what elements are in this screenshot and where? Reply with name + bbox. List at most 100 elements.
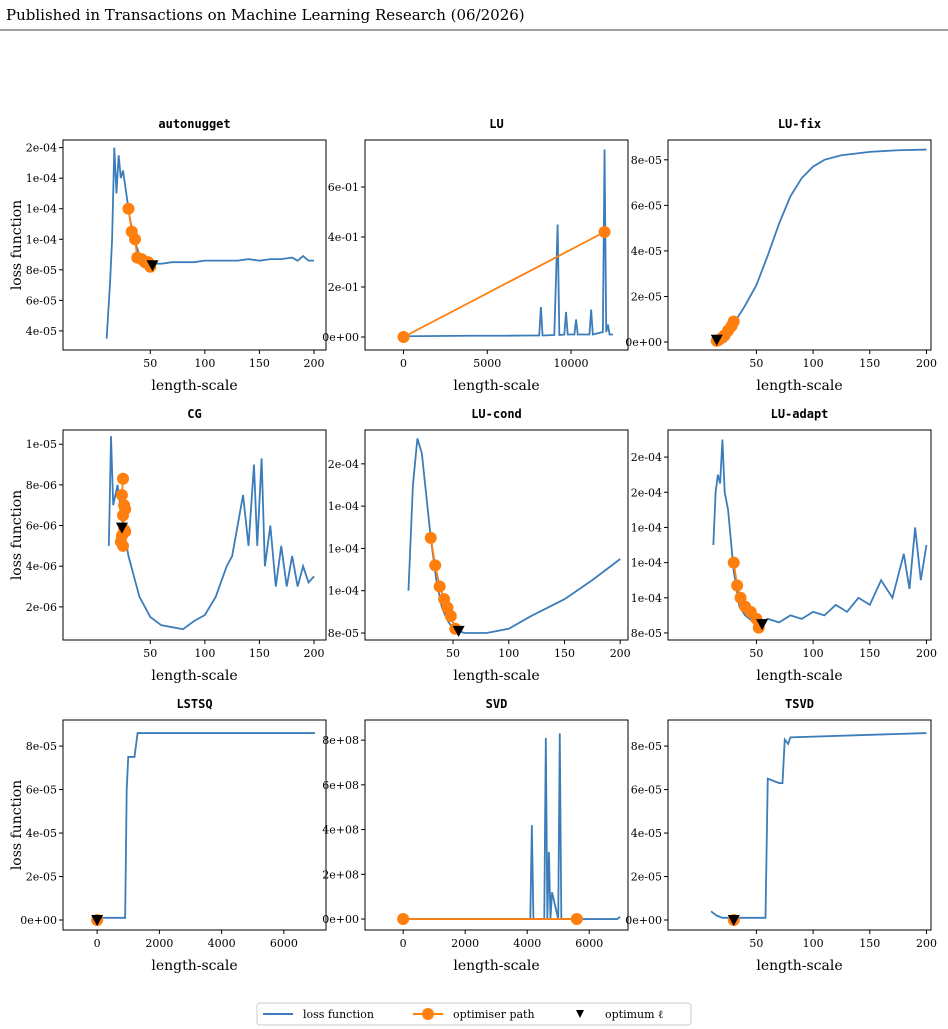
y-tick-label: 6e-05 — [26, 294, 57, 307]
axes-frame — [62, 719, 327, 931]
optimiser-point — [115, 489, 128, 502]
optimum-marker — [91, 915, 104, 926]
optimiser-point — [397, 913, 410, 926]
x-tick-label: 150 — [859, 937, 880, 950]
x-axis-label: length-scale — [756, 958, 842, 974]
chart-title: LU-cond — [471, 407, 522, 421]
y-tick-label: 6e+08 — [322, 779, 359, 792]
y-tick-label: 4e-05 — [26, 325, 57, 338]
x-tick-label: 150 — [249, 357, 270, 370]
x-axis-label: length-scale — [453, 668, 539, 684]
x-tick-label: 200 — [303, 357, 324, 370]
y-axis-label: loss function — [9, 200, 25, 290]
y-tick-label: 8e+08 — [322, 734, 359, 747]
x-tick-label: 6000 — [270, 937, 298, 950]
y-tick-label: 2e-04 — [328, 458, 359, 471]
header: Published in Transactions on Machine Lea… — [6, 6, 525, 24]
legend-box — [256, 1002, 692, 1026]
y-tick-label: 1e-04 — [631, 521, 662, 534]
x-tick-label: 100 — [803, 647, 824, 660]
y-tick-label: 2e-06 — [26, 601, 57, 614]
optimiser-point — [444, 610, 457, 623]
x-tick-label: 150 — [554, 647, 575, 660]
x-axis-label: length-scale — [756, 668, 842, 684]
y-tick-label: 6e-01 — [328, 181, 359, 194]
x-tick-label: 0 — [400, 937, 407, 950]
optimiser-point — [119, 503, 132, 516]
y-tick-label: 0e+00 — [322, 331, 359, 344]
axes-frame — [364, 429, 629, 641]
x-tick-label: 0 — [94, 937, 101, 950]
axes-frame — [667, 139, 932, 351]
y-tick-label: 4e+08 — [322, 824, 359, 837]
optimiser-point — [114, 535, 127, 548]
loss-line — [107, 436, 315, 631]
x-axis-label: length-scale — [151, 378, 237, 394]
x-tick-label: 200 — [916, 647, 937, 660]
x-tick-label: 5000 — [473, 357, 501, 370]
y-axis-label: loss function — [9, 780, 25, 870]
legend-swatch — [422, 1008, 434, 1020]
legend-swatch — [576, 1010, 584, 1018]
axes-frame — [62, 429, 327, 641]
x-tick-label: 50 — [446, 647, 460, 660]
x-tick-label: 150 — [859, 357, 880, 370]
y-tick-label: 4e-05 — [26, 827, 57, 840]
optimiser-point — [429, 559, 442, 572]
x-tick-label: 0 — [400, 357, 407, 370]
y-tick-label: 2e-05 — [631, 871, 662, 884]
optimum-marker — [710, 334, 723, 346]
x-axis-label: length-scale — [151, 958, 237, 974]
x-tick-label: 50 — [749, 357, 763, 370]
chart-title: TSVD — [785, 697, 814, 711]
x-tick-label: 100 — [194, 647, 215, 660]
x-tick-label: 2000 — [145, 937, 173, 950]
y-tick-label: 2e+08 — [322, 868, 359, 881]
y-tick-label: 1e-04 — [26, 203, 57, 216]
y-tick-label: 4e-05 — [631, 827, 662, 840]
y-tick-label: 1e-05 — [26, 438, 57, 451]
chart-title: LU-fix — [778, 117, 821, 131]
x-tick-label: 50 — [749, 647, 763, 660]
y-tick-label: 2e-05 — [631, 290, 662, 303]
y-tick-label: 4e-01 — [328, 231, 359, 244]
x-tick-label: 50 — [749, 937, 763, 950]
axes-frame — [364, 719, 629, 931]
x-tick-label: 100 — [194, 357, 215, 370]
optimiser-path-line — [403, 231, 605, 338]
x-tick-label: 200 — [610, 647, 631, 660]
x-tick-label: 50 — [143, 647, 157, 660]
optimum-marker — [727, 915, 740, 926]
x-tick-label: 150 — [249, 647, 270, 660]
chart-title: LU-adapt — [771, 407, 829, 421]
loss-line — [403, 733, 621, 920]
optimiser-point — [397, 331, 410, 343]
chart-title: autonugget — [158, 117, 230, 131]
y-tick-label: 2e-04 — [26, 142, 57, 155]
y-tick-label: 8e-05 — [328, 627, 359, 640]
y-tick-label: 4e-05 — [631, 245, 662, 258]
y-tick-label: 0e+00 — [625, 914, 662, 927]
loss-line — [403, 149, 613, 338]
legend-label: optimiser path — [453, 1008, 535, 1021]
y-tick-label: 8e-05 — [631, 627, 662, 640]
loss-line — [97, 732, 315, 919]
chart-title: LSTSQ — [176, 697, 212, 711]
optimiser-point — [117, 472, 130, 485]
loss-line — [712, 439, 928, 626]
optimum-marker — [756, 619, 769, 631]
y-tick-label: 1e-04 — [631, 592, 662, 605]
axes-frame — [667, 719, 932, 931]
x-axis-label: length-scale — [756, 378, 842, 394]
y-tick-label: 6e-06 — [26, 520, 57, 533]
y-tick-label: 2e-04 — [631, 451, 662, 464]
y-axis-label: loss function — [9, 490, 25, 580]
x-axis-label: length-scale — [453, 378, 539, 394]
chart-title: SVD — [486, 697, 508, 711]
y-tick-label: 0e+00 — [20, 914, 57, 927]
x-tick-label: 10000 — [554, 357, 589, 370]
y-tick-label: 1e-04 — [328, 500, 359, 513]
y-tick-label: 8e-05 — [631, 154, 662, 167]
loss-line — [105, 147, 314, 339]
